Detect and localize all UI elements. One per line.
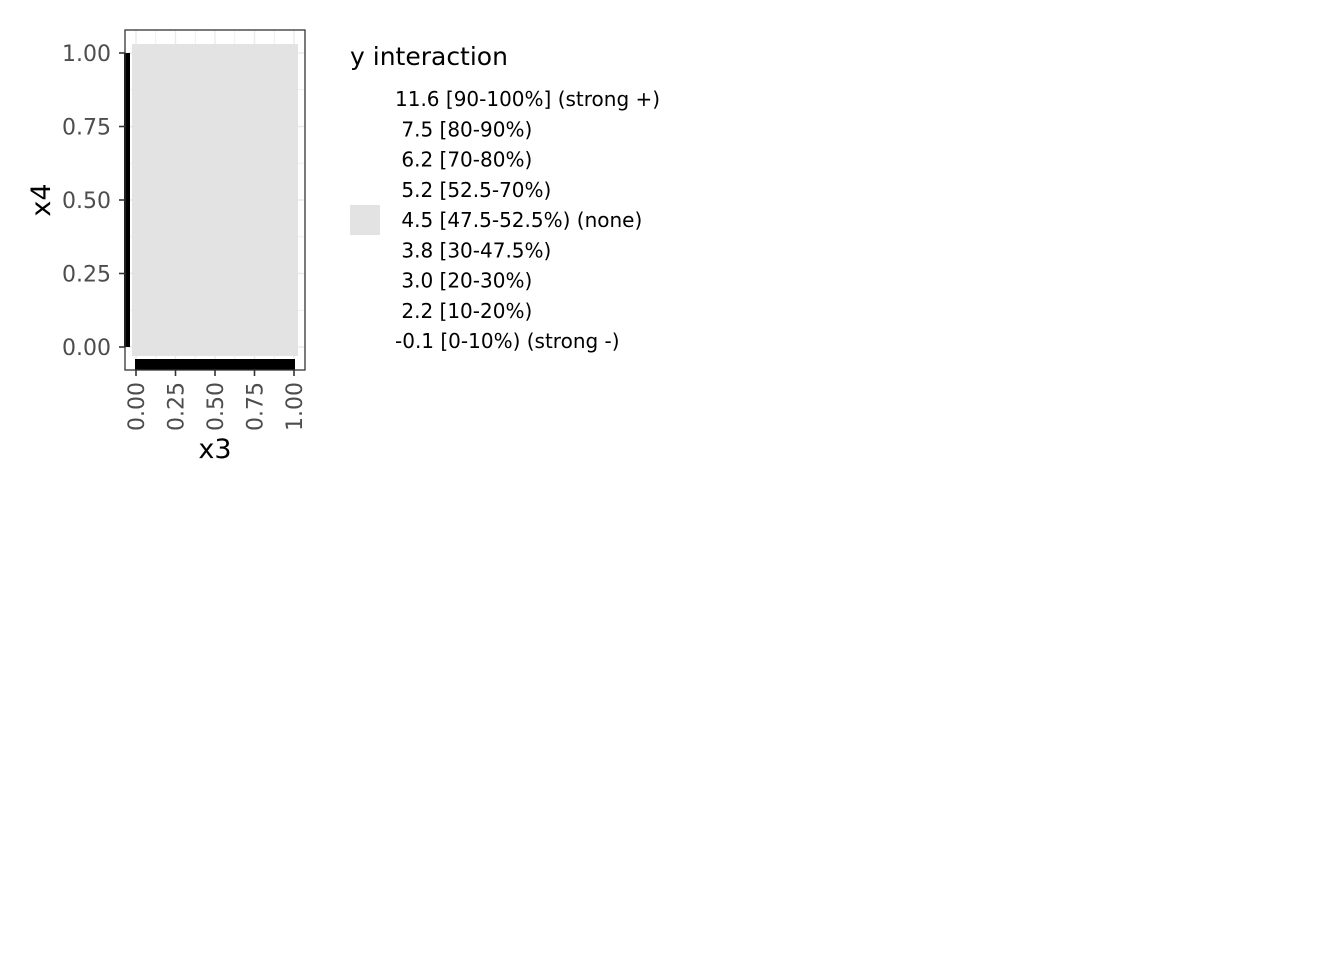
x-axis-title: x3 xyxy=(198,434,231,465)
legend-label-8: -0.1 [0-10%) (strong -) xyxy=(395,329,620,353)
legend-label-3: 5.2 [52.5-70%) xyxy=(395,178,551,202)
legend-entry-6: 3.0 [20-30%) xyxy=(350,265,532,296)
legend-label-7: 2.2 [10-20%) xyxy=(395,299,532,323)
legend-label-6: 3.0 [20-30%) xyxy=(395,269,532,293)
rug-marks xyxy=(124,53,295,370)
legend-entry-4: 4.5 [47.5-52.5%) (none) xyxy=(350,205,642,235)
y-tick-label-4: 1.00 xyxy=(62,42,111,67)
x-tick-label-0: 0.00 xyxy=(125,382,150,431)
legend-key-7 xyxy=(350,295,380,326)
legend-entry-7: 2.2 [10-20%) xyxy=(350,295,532,326)
legend-entry-2: 6.2 [70-80%) xyxy=(350,144,532,175)
legend-label-2: 6.2 [70-80%) xyxy=(395,148,532,172)
legend-entry-8: -0.1 [0-10%) (strong -) xyxy=(350,326,620,356)
rug-y xyxy=(124,53,130,347)
legend-title: y interaction xyxy=(350,42,508,71)
y-tick-label-3: 0.75 xyxy=(62,116,111,141)
legend: y interaction 11.6 [90-100%] (strong +) … xyxy=(350,42,660,356)
legend-key-0 xyxy=(350,84,380,114)
x-tick-label-1: 0.25 xyxy=(165,382,190,431)
y-tick-label-1: 0.25 xyxy=(62,263,111,288)
legend-key-4 xyxy=(350,205,380,235)
x-tick-label-3: 0.75 xyxy=(244,382,269,431)
rug-y-band xyxy=(124,53,130,347)
legend-key-8 xyxy=(350,326,380,356)
y-tick-label-0: 0.00 xyxy=(62,336,111,361)
x-tick-label-4: 1.00 xyxy=(283,382,308,431)
legend-entry-1: 7.5 [80-90%) xyxy=(350,114,532,145)
rug-x xyxy=(135,359,295,370)
legend-entry-5: 3.8 [30-47.5%) xyxy=(350,235,551,266)
legend-key-1 xyxy=(350,114,380,145)
legend-label-0: 11.6 [90-100%] (strong +) xyxy=(395,87,660,111)
legend-key-5 xyxy=(350,235,380,266)
legend-label-1: 7.5 [80-90%) xyxy=(395,117,532,141)
heatmap-cell-0 xyxy=(132,44,298,356)
legend-label-4: 4.5 [47.5-52.5%) (none) xyxy=(395,208,642,232)
axes: 0.00 0.25 0.50 0.75 1.00 0.00 0.25 0.50 0.75 1.00 xyxy=(62,42,308,431)
legend-entries: 11.6 [90-100%] (strong +) 7.5 [80-90%) 6… xyxy=(350,84,660,356)
legend-entry-3: 5.2 [52.5-70%) xyxy=(350,174,551,205)
legend-key-2 xyxy=(350,144,380,175)
legend-entry-0: 11.6 [90-100%] (strong +) xyxy=(350,84,660,114)
y-axis-title: x4 xyxy=(26,183,57,216)
y-tick-label-2: 0.50 xyxy=(62,189,111,214)
legend-key-3 xyxy=(350,174,380,205)
x-tick-label-2: 0.50 xyxy=(204,382,229,431)
heatmap-cells xyxy=(132,44,298,356)
legend-label-5: 3.8 [30-47.5%) xyxy=(395,238,551,262)
legend-key-6 xyxy=(350,265,380,296)
